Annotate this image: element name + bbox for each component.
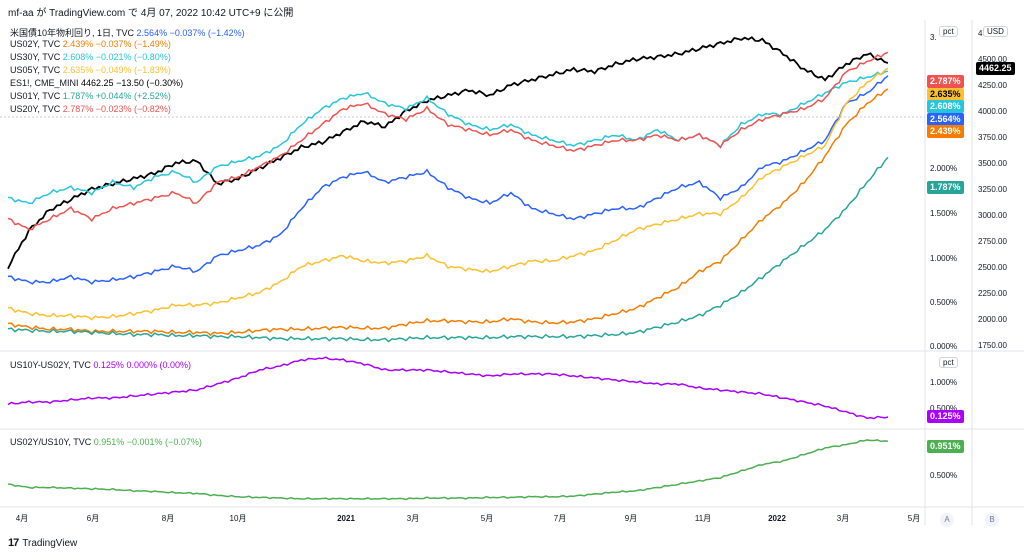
price-tag-us02y: 2.439% <box>927 125 964 138</box>
time-axis-tick: 2021 <box>337 514 355 523</box>
price-tag-us30y: 2.608% <box>927 100 964 113</box>
series-us02y-line <box>7 88 889 337</box>
time-axis-tick: 5月 <box>481 514 493 523</box>
legend-us30y: US30Y, TVC 2.608% −0.021% (−0.80%) <box>10 52 171 62</box>
right-axis-tick: 3500.00 <box>978 159 1007 168</box>
publish-header: mf-aa が TradingView.com で 4月 07, 2022 10… <box>8 8 294 19</box>
series-ratio-line <box>7 439 889 501</box>
left-axis-tick: 1.500% <box>930 209 957 218</box>
left-axis-tick: 0.500% <box>930 298 957 307</box>
right-axis-tick: 4250.00 <box>978 81 1007 90</box>
pct-toggle-main[interactable]: pct <box>939 26 958 37</box>
legend-us02y: US02Y, TVC 2.439% −0.037% (−1.49%) <box>10 39 171 49</box>
time-axis-tick: 8月 <box>162 514 174 523</box>
time-axis-tick: 9月 <box>625 514 637 523</box>
series-us01y-line <box>7 156 889 343</box>
spread-legend-name: US10Y-US02Y, TVC <box>10 360 91 370</box>
right-axis-tick: 3000.00 <box>978 211 1007 220</box>
right-axis-tick: 1750.00 <box>978 341 1007 350</box>
legend-us01y: US01Y, TVC 1.787% +0.044% (+2.52%) <box>10 91 171 101</box>
right-axis-tick: 2250.00 <box>978 289 1007 298</box>
right-axis-tick: 3750.00 <box>978 133 1007 142</box>
left-axis-tick: 1.000% <box>930 254 957 263</box>
auto-scale-button[interactable]: A <box>940 513 954 527</box>
pct-toggle-spread[interactable]: pct <box>939 357 958 368</box>
series-us20y-line <box>7 51 889 231</box>
ratio-legend-name: US02Y/US10Y, TVC <box>10 437 92 447</box>
currency-button[interactable]: USD <box>983 26 1008 37</box>
time-axis-tick: 10月 <box>230 514 247 523</box>
time-axis-tick: 3月 <box>837 514 849 523</box>
series-es-line <box>7 36 889 270</box>
spread-legend-value: 0.125% <box>93 360 124 370</box>
right-axis-tick: 3250.00 <box>978 185 1007 194</box>
ratio-legend-change: −0.001% (−0.07%) <box>126 437 202 447</box>
tradingview-logo-icon: 17 <box>8 537 19 549</box>
legend-us20y: US20Y, TVC 2.787% −0.023% (−0.82%) <box>10 104 171 114</box>
legend-jp10y: 米国債10年物利回り, 1日, TVC 2.564% −0.037% (−1.4… <box>10 28 245 38</box>
log-scale-button[interactable]: B <box>985 513 999 527</box>
price-tag-spread: 0.125% <box>927 410 964 423</box>
price-tag-us20y: 2.787% <box>927 75 964 88</box>
price-tag-jp10y: 2.564% <box>927 113 964 126</box>
price-tag-us05y: 2.635% <box>927 88 964 101</box>
spread-axis-tick: 0.500% <box>930 404 957 413</box>
right-axis-tick: 2750.00 <box>978 237 1007 246</box>
ratio-legend-value: 0.951% <box>93 437 125 447</box>
left-axis-tick: 2.000% <box>930 164 957 173</box>
price-tag-ratio: 0.951% <box>927 440 964 453</box>
series-spread-line <box>7 356 889 420</box>
series-us30y-line <box>7 70 889 205</box>
price-tag-es: 4462.25 <box>976 62 1015 75</box>
time-axis-tick: 3月 <box>407 514 419 523</box>
time-axis-tick: 11月 <box>695 514 711 523</box>
time-axis-tick: 7月 <box>554 514 566 523</box>
left-axis-tick: 3. <box>930 33 937 42</box>
left-axis-tick: 0.000% <box>930 342 957 351</box>
time-axis-tick: 4月 <box>16 514 28 523</box>
series-jp10y-line <box>7 75 889 285</box>
series-us05y-line <box>7 67 889 321</box>
time-axis-tick: 2022 <box>768 514 786 523</box>
right-axis-tick: 4000.00 <box>978 107 1007 116</box>
footer: 17 TradingView <box>8 537 77 549</box>
right-axis-tick: 4500.00 <box>978 55 1007 64</box>
spread-legend: US10Y-US02Y, TVC 0.125% 0.000% (0.00%) <box>10 360 191 370</box>
legend-us05y: US05Y, TVC 2.635% −0.049% (−1.83%) <box>10 65 171 75</box>
spread-legend-change: 0.000% (0.00%) <box>126 360 191 370</box>
legend-es: ES1!, CME_MINI 4462.25 −13.50 (−0.30%) <box>10 78 184 88</box>
right-axis-tick: 2000.00 <box>978 315 1007 324</box>
price-tag-us01y: 1.787% <box>927 181 964 194</box>
footer-brand: TradingView <box>22 537 78 549</box>
time-axis-tick: 5月 <box>908 514 920 523</box>
ratio-axis-tick: 0.500% <box>930 471 957 480</box>
ratio-legend: US02Y/US10Y, TVC 0.951% −0.001% (−0.07%) <box>10 437 202 447</box>
right-axis-tick: 2500.00 <box>978 263 1007 272</box>
spread-axis-tick: 1.000% <box>930 378 957 387</box>
time-axis-tick: 6月 <box>87 514 99 523</box>
